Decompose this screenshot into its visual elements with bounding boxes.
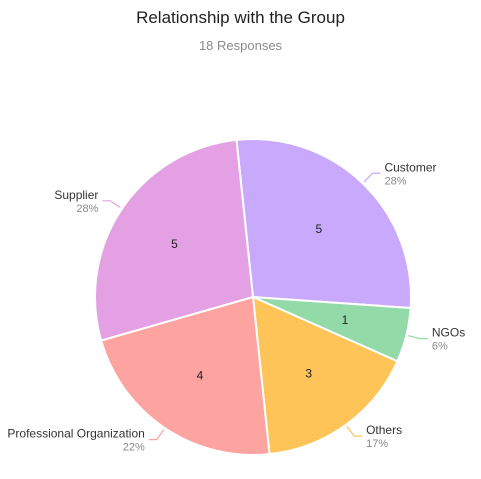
slice-value-label: 1 xyxy=(342,313,349,327)
slice-percent-label: 17% xyxy=(366,438,388,450)
leader-line xyxy=(102,200,121,209)
chart-title: Relationship with the Group xyxy=(136,8,345,27)
slice-category-label: NGOs xyxy=(432,326,465,340)
pie-slice-professional-organization xyxy=(99,295,271,456)
leader-line xyxy=(346,426,363,437)
slice-percent-label: 22% xyxy=(123,442,145,454)
pie-slice-others xyxy=(251,295,399,456)
slice-percent-label: 6% xyxy=(432,341,448,353)
slice-value-label: 3 xyxy=(305,367,312,381)
pie-slice-supplier xyxy=(94,138,255,342)
slice-category-label: Others xyxy=(366,423,402,437)
leader-line xyxy=(148,429,165,441)
chart-subtitle: 18 Responses xyxy=(198,38,283,53)
slice-value-label: 5 xyxy=(316,222,323,236)
leader-line xyxy=(408,335,428,340)
slice-category-label: Professional Organization xyxy=(7,427,144,441)
slice-category-label: Supplier xyxy=(54,188,98,202)
slice-value-label: 4 xyxy=(197,369,204,383)
slice-value-label: 5 xyxy=(171,237,178,251)
leader-line xyxy=(363,172,381,183)
slice-percent-label: 28% xyxy=(76,203,98,215)
slice-category-label: Customer xyxy=(384,160,436,174)
slice-percent-label: 28% xyxy=(384,175,406,187)
pie-slice-customer xyxy=(235,138,412,310)
